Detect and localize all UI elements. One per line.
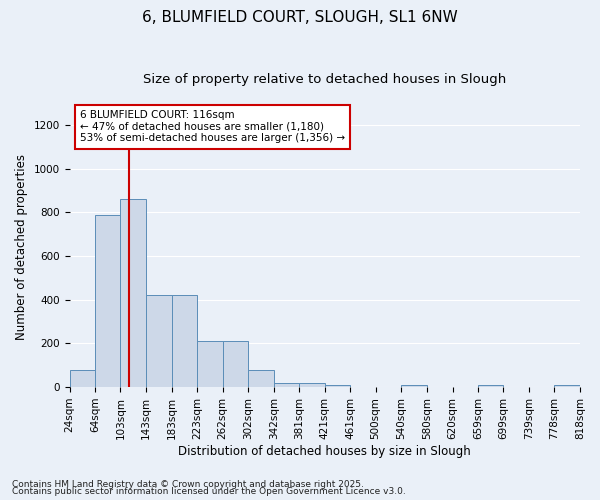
- Bar: [248, 370, 274, 387]
- Bar: [146, 296, 172, 387]
- X-axis label: Distribution of detached houses by size in Slough: Distribution of detached houses by size …: [178, 444, 471, 458]
- Bar: [325, 385, 350, 387]
- Bar: [401, 385, 427, 387]
- Text: 6 BLUMFIELD COURT: 116sqm
← 47% of detached houses are smaller (1,180)
53% of se: 6 BLUMFIELD COURT: 116sqm ← 47% of detac…: [80, 110, 345, 144]
- Bar: [70, 370, 95, 387]
- Bar: [95, 214, 121, 387]
- Text: 6, BLUMFIELD COURT, SLOUGH, SL1 6NW: 6, BLUMFIELD COURT, SLOUGH, SL1 6NW: [142, 10, 458, 25]
- Bar: [121, 199, 146, 387]
- Bar: [274, 382, 299, 387]
- Bar: [172, 296, 197, 387]
- Y-axis label: Number of detached properties: Number of detached properties: [15, 154, 28, 340]
- Bar: [197, 341, 223, 387]
- Bar: [554, 385, 580, 387]
- Text: Contains public sector information licensed under the Open Government Licence v3: Contains public sector information licen…: [12, 488, 406, 496]
- Text: Contains HM Land Registry data © Crown copyright and database right 2025.: Contains HM Land Registry data © Crown c…: [12, 480, 364, 489]
- Bar: [223, 341, 248, 387]
- Bar: [478, 385, 503, 387]
- Title: Size of property relative to detached houses in Slough: Size of property relative to detached ho…: [143, 72, 506, 86]
- Bar: [299, 382, 325, 387]
